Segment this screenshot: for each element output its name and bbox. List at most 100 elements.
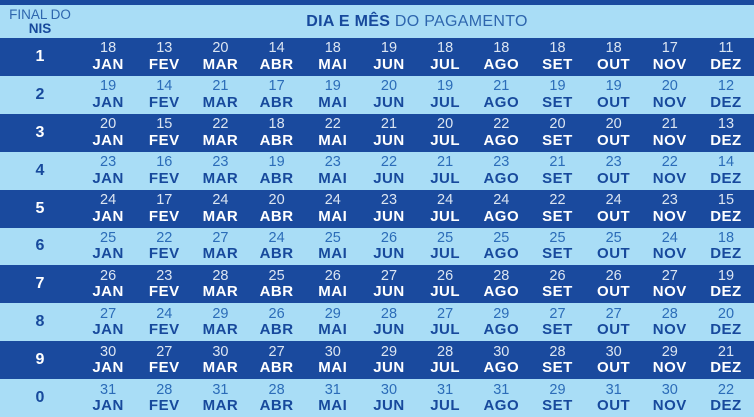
payment-day: 21 <box>549 154 566 171</box>
payment-month: MAR <box>202 245 239 263</box>
payment-day: 29 <box>212 305 229 322</box>
payment-month: OUT <box>597 131 631 149</box>
payment-cell: 31 OUT <box>586 382 642 415</box>
payment-cell: 30 AGO <box>473 344 529 377</box>
payment-cell: 16 FEV <box>136 154 192 187</box>
payment-day: 18 <box>493 40 510 57</box>
payment-day: 25 <box>100 229 117 246</box>
payment-month: JUL <box>430 359 461 377</box>
table-title-regular: DO PAGAMENTO <box>390 12 528 30</box>
payment-cell: 14 DEZ <box>698 154 754 187</box>
payment-cell: 24 NOV <box>642 230 698 263</box>
payment-month: MAI <box>318 359 348 377</box>
payment-day: 27 <box>268 343 285 360</box>
payment-month: MAR <box>202 397 239 415</box>
payment-day: 22 <box>324 116 341 133</box>
payment-day: 24 <box>661 229 678 246</box>
payment-cell: 24 ABR <box>249 230 305 263</box>
payment-day: 15 <box>156 116 173 133</box>
payment-month: AGO <box>483 359 520 377</box>
payment-cell: 19 JUN <box>361 40 417 73</box>
payment-month: OUT <box>597 359 631 377</box>
payment-day: 28 <box>661 305 678 322</box>
payment-month: JAN <box>92 283 124 301</box>
payment-month: ABR <box>259 397 294 415</box>
payment-day: 20 <box>605 116 622 133</box>
payment-cell: 25 MAI <box>305 230 361 263</box>
payment-day: 20 <box>380 78 398 95</box>
payment-cell: 24 JUL <box>417 192 473 225</box>
payment-day: 18 <box>268 116 285 133</box>
payment-cell: 31 JAN <box>80 382 136 415</box>
payment-day: 13 <box>717 116 735 133</box>
nis-digit: 2 <box>35 85 45 103</box>
payment-day: 26 <box>549 267 566 284</box>
payment-month: DEZ <box>710 207 742 225</box>
payment-day: 28 <box>212 267 229 284</box>
payment-day: 20 <box>549 116 566 133</box>
payment-cell: 28 JUN <box>361 306 417 339</box>
payment-month: NOV <box>652 207 687 225</box>
payment-cell: 20 ABR <box>249 192 305 225</box>
payment-cell: 18 MAI <box>305 40 361 73</box>
payment-day: 28 <box>156 381 173 398</box>
payment-cell: 28 NOV <box>642 306 698 339</box>
table-title-bold: DIA E MÊS <box>306 12 391 30</box>
payment-month: AGO <box>483 321 520 339</box>
payment-day: 30 <box>380 381 398 398</box>
payment-cell: 31 MAI <box>305 382 361 415</box>
payment-day: 24 <box>100 192 117 209</box>
payment-cell: 17 ABR <box>249 78 305 111</box>
payment-cell: 23 MAI <box>305 154 361 187</box>
payment-cell: 29 MAI <box>305 306 361 339</box>
payment-month: SET <box>542 321 573 339</box>
payment-cell: 27 OUT <box>586 306 642 339</box>
payment-day: 21 <box>380 116 398 133</box>
nis-digit: 7 <box>35 275 45 293</box>
payment-month: JAN <box>92 207 124 225</box>
payment-day: 20 <box>100 116 117 133</box>
payment-day: 29 <box>549 381 566 398</box>
payment-cell: 29 MAR <box>192 306 248 339</box>
payment-cell: 14 FEV <box>136 78 192 111</box>
payment-month: AGO <box>483 207 520 225</box>
payment-day: 19 <box>100 78 117 95</box>
payment-cell: 21 JUL <box>417 154 473 187</box>
payment-month: JUL <box>430 207 461 225</box>
payment-cell: 24 AGO <box>473 192 529 225</box>
payment-day: 18 <box>100 40 117 57</box>
payment-month: NOV <box>652 321 687 339</box>
payment-month: DEZ <box>710 55 742 73</box>
payment-month: ABR <box>259 359 294 377</box>
table-row: 8 27 JAN 24 FEV 29 MAR 26 ABR 29 MAI 28 JUN 27 JUL 29 AG… <box>0 303 754 342</box>
payment-day: 26 <box>605 267 622 284</box>
payment-cell: 30 NOV <box>642 382 698 415</box>
payment-cell: 15 DEZ <box>698 192 754 225</box>
payment-month: JUN <box>373 245 405 263</box>
payment-day: 14 <box>268 40 285 57</box>
payment-day: 29 <box>493 305 510 322</box>
payment-month: JAN <box>92 131 124 149</box>
payment-day: 25 <box>437 229 454 246</box>
payment-day: 28 <box>549 343 566 360</box>
payment-month: ABR <box>259 93 294 111</box>
payment-cell: 30 JUN <box>361 382 417 415</box>
payment-cell: 31 JUL <box>417 382 473 415</box>
payment-cell: 19 DEZ <box>698 268 754 301</box>
payment-cell: 24 JAN <box>80 192 136 225</box>
payment-day: 18 <box>605 40 622 57</box>
payment-day: 19 <box>605 78 622 95</box>
payment-day: 23 <box>156 267 173 284</box>
payment-day: 29 <box>324 305 341 322</box>
payment-month: FEV <box>148 397 180 415</box>
payment-day: 26 <box>324 267 341 284</box>
payment-day: 24 <box>437 192 454 209</box>
payment-cell: 27 JAN <box>80 306 136 339</box>
payment-day: 18 <box>549 40 566 57</box>
payment-cell: 13 DEZ <box>698 116 754 149</box>
payment-cell: 26 MAI <box>305 268 361 301</box>
payment-day: 24 <box>605 192 622 209</box>
payment-day: 26 <box>437 267 454 284</box>
payment-day: 23 <box>380 192 398 209</box>
